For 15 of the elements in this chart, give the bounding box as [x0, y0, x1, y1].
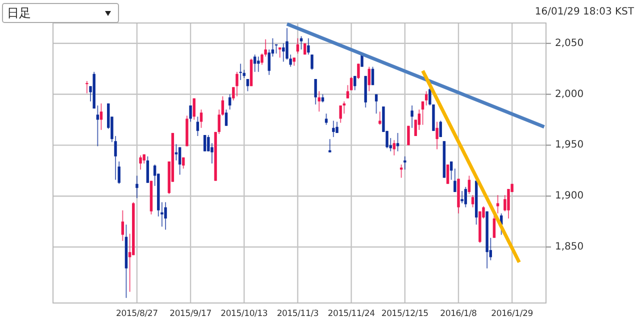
- period-select: 日足: [2, 3, 119, 23]
- y-tick-label: 1,900: [555, 190, 584, 202]
- annotation: 16/01/29 18:03 KST: [534, 6, 634, 18]
- x-tick-label: 2015/11/3: [276, 309, 319, 319]
- y-tick-label: 1,850: [555, 242, 584, 252]
- x-tick-label: 2015/10/13: [220, 309, 268, 319]
- x-tick-label: 2015/11/24: [328, 309, 375, 319]
- x-tick-label: 2015/9/17: [170, 309, 212, 319]
- x-tick-label: 2016/1/29: [491, 309, 533, 319]
- x-tick-label: 2015/12/15: [381, 309, 428, 319]
- y-tick-label: 1,950: [555, 140, 584, 151]
- x-tick-label: 2015/8/27: [116, 309, 158, 319]
- x-tick-label: 2016/1/8: [440, 309, 477, 319]
- y-tick-label: 2,050: [555, 38, 584, 49]
- y-tick-label: 2,000: [555, 88, 584, 100]
